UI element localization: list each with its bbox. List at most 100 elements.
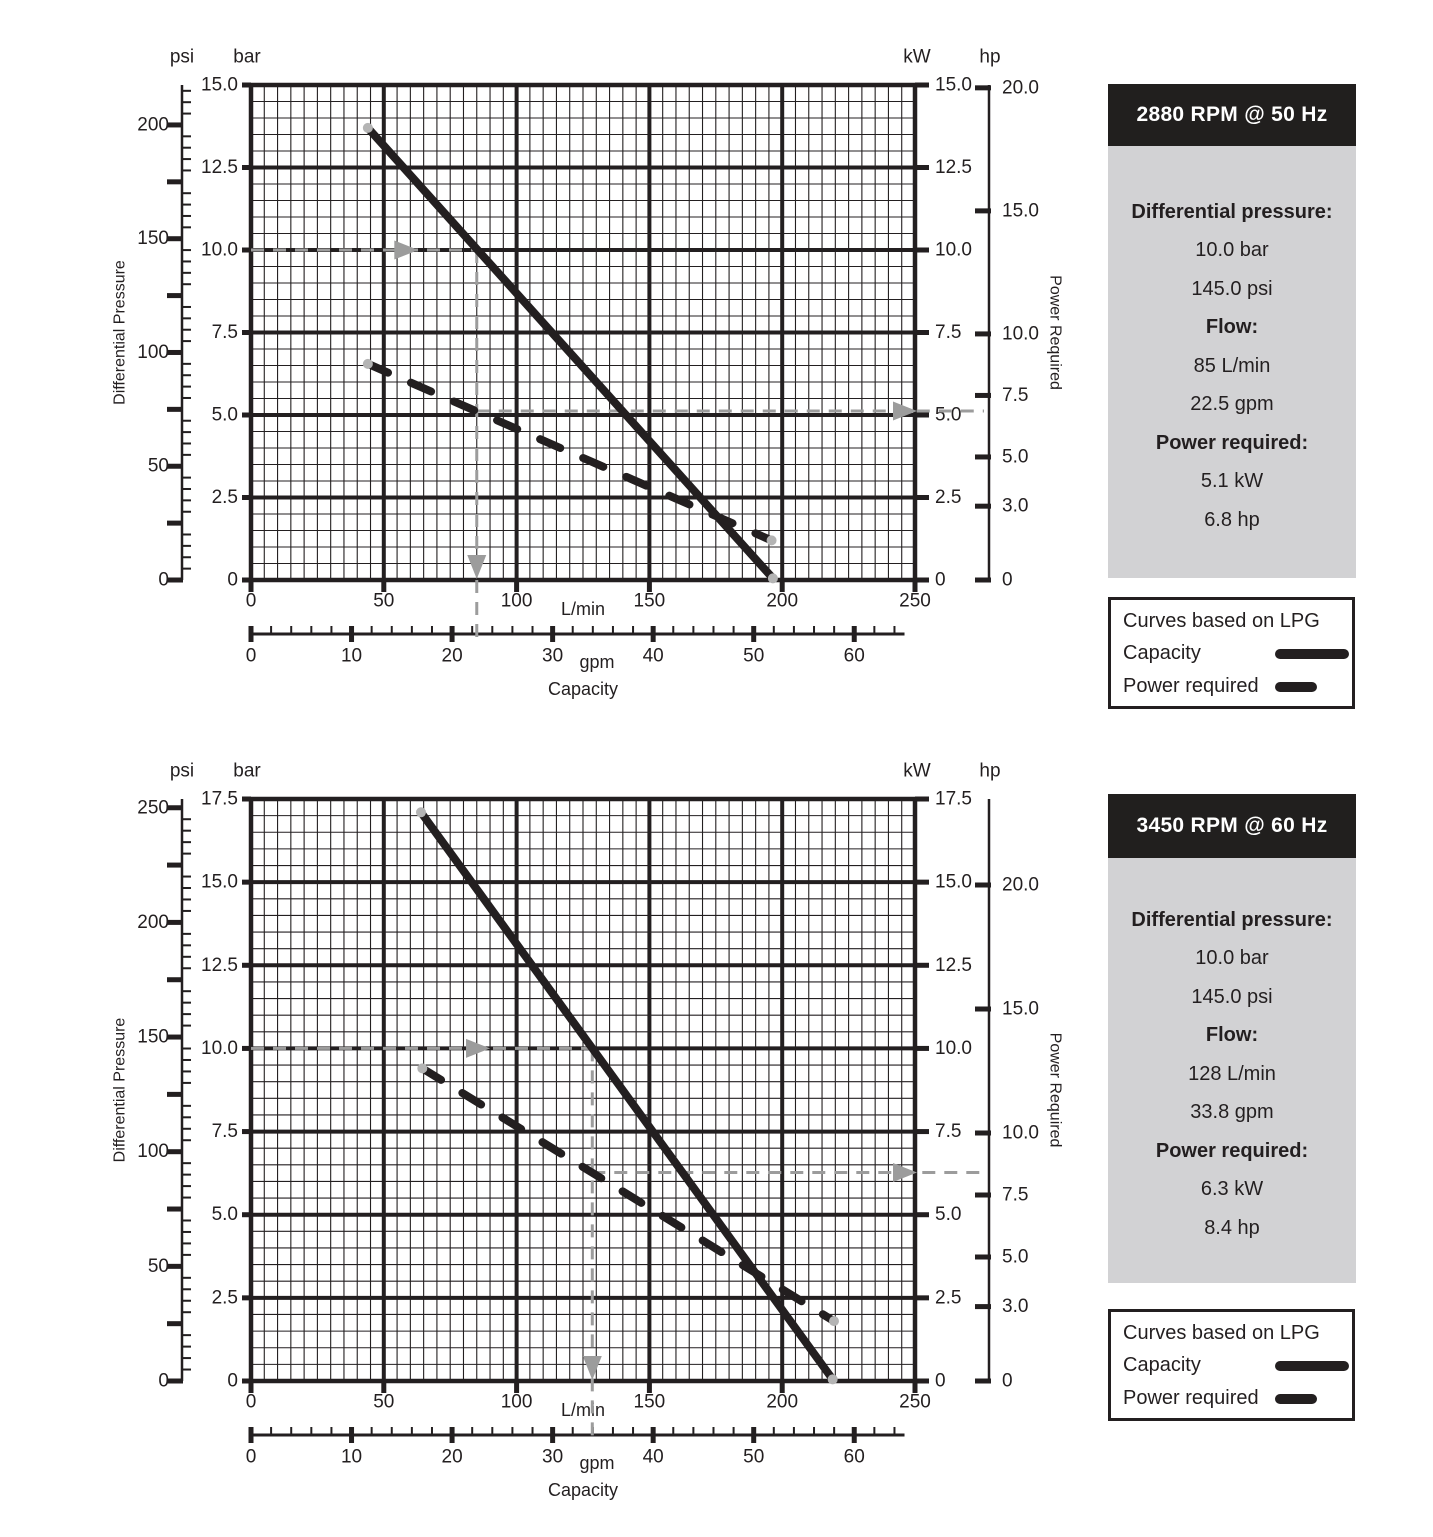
svg-text:10.0: 10.0 (935, 240, 972, 261)
svg-text:17.5: 17.5 (935, 789, 972, 810)
svg-text:L/min: L/min (561, 1400, 605, 1420)
info-panel-title: 2880 RPM @ 50 Hz (1108, 84, 1356, 146)
svg-text:10.0: 10.0 (1002, 323, 1039, 344)
svg-text:20.0: 20.0 (1002, 875, 1039, 896)
info-row: 6.3 kW (1200, 1178, 1264, 1201)
svg-text:0: 0 (935, 1371, 946, 1392)
svg-text:50: 50 (148, 456, 169, 477)
axis-unit-labels: psi bar kW hp (170, 47, 1001, 68)
svg-text:7.5: 7.5 (935, 322, 961, 343)
svg-text:7.5: 7.5 (1002, 1185, 1028, 1206)
svg-text:20.0: 20.0 (1002, 77, 1039, 98)
info-row: Differential pressure: (1131, 200, 1333, 223)
legend-item-power: Power required (1123, 1382, 1352, 1415)
svg-text:Power Required: Power Required (1047, 1033, 1064, 1148)
svg-text:2.5: 2.5 (212, 487, 238, 508)
legend-60hz: Curves based on LPG Capacity Power requi… (1108, 1309, 1355, 1421)
svg-text:5.0: 5.0 (935, 1204, 961, 1225)
svg-text:12.5: 12.5 (201, 157, 238, 178)
svg-text:50: 50 (373, 1392, 394, 1413)
kw-axis: 0 2.5 5.0 7.5 10.0 12.5 15.0 (915, 75, 972, 591)
svg-text:0: 0 (158, 570, 169, 591)
psi-axis: 0 50 100 150 200 (137, 85, 191, 591)
legend-label: Power required (1123, 1387, 1259, 1409)
legend-item-power: Power required (1123, 670, 1352, 703)
svg-text:5.0: 5.0 (212, 405, 238, 426)
svg-text:gpm: gpm (579, 652, 614, 672)
info-panel-50hz: 2880 RPM @ 50 Hz Differential pressure: … (1108, 84, 1356, 578)
svg-text:40: 40 (643, 646, 664, 667)
svg-text:200: 200 (137, 114, 169, 135)
svg-text:7.5: 7.5 (212, 322, 238, 343)
svg-text:30: 30 (542, 1447, 563, 1468)
legend-item-capacity: Capacity (1123, 637, 1352, 670)
svg-text:0: 0 (246, 1392, 257, 1413)
info-row: 6.8 hp (1204, 508, 1260, 531)
svg-text:2.5: 2.5 (935, 487, 961, 508)
info-row: Differential pressure: (1131, 908, 1333, 931)
svg-text:3.0: 3.0 (1002, 1296, 1028, 1317)
svg-text:hp: hp (979, 47, 1000, 68)
psi-axis: 0 50 100 150 200 250 (137, 797, 191, 1392)
svg-text:60: 60 (844, 646, 865, 667)
svg-text:15.0: 15.0 (1002, 999, 1039, 1020)
svg-text:hp: hp (979, 761, 1000, 782)
svg-text:15.0: 15.0 (935, 75, 972, 96)
chart-3450rpm-60hz: 0 2.5 5.0 7.5 10.0 12.5 15.0 17.5 0 2.5 5.0 7.5 10.0… (112, 761, 1064, 1501)
legend-label: Capacity (1123, 1354, 1201, 1376)
svg-text:20: 20 (442, 646, 463, 667)
svg-text:150: 150 (634, 591, 666, 612)
chart-2880rpm-50hz: 0 2.5 5.0 7.5 10.0 12.5 15.0 0 2.5 5.0 7.5 10.0 12.5… (112, 47, 1064, 700)
info-panel-title: 3450 RPM @ 60 Hz (1108, 794, 1356, 858)
svg-text:10.0: 10.0 (1002, 1123, 1039, 1144)
svg-text:0: 0 (158, 1371, 169, 1392)
legend-title: Curves based on LPG (1123, 1322, 1320, 1344)
info-row: 145.0 psi (1191, 985, 1273, 1008)
svg-text:250: 250 (899, 1392, 931, 1413)
hp-axis: 0 3.0 5.0 7.5 10.0 15.0 20.0 (975, 77, 1039, 591)
info-row: Flow: (1205, 316, 1259, 339)
grid (248, 82, 918, 583)
svg-text:50: 50 (373, 591, 394, 612)
flow-guide-arrow (582, 1048, 602, 1440)
svg-text:Power Required: Power Required (1047, 275, 1064, 390)
svg-text:150: 150 (137, 1027, 169, 1048)
svg-text:20: 20 (442, 1447, 463, 1468)
svg-text:200: 200 (137, 912, 169, 933)
capacity-line-swatch (1275, 1360, 1349, 1371)
svg-text:Differential Pressure: Differential Pressure (112, 260, 129, 405)
info-row: 145.0 psi (1191, 277, 1273, 300)
power-guide-arrow (592, 1162, 984, 1182)
svg-text:10.0: 10.0 (201, 1038, 238, 1059)
hp-axis: 0 3.0 5.0 7.5 10.0 15.0 20.0 (975, 799, 1039, 1392)
svg-text:12.5: 12.5 (201, 955, 238, 976)
svg-text:0: 0 (1002, 570, 1013, 591)
svg-text:Capacity: Capacity (548, 679, 618, 699)
svg-text:7.5: 7.5 (212, 1121, 238, 1142)
svg-text:10: 10 (341, 1447, 362, 1468)
axis-titles: Differential Pressure Power Required (112, 260, 1064, 405)
svg-text:0: 0 (246, 646, 257, 667)
info-row: 22.5 gpm (1190, 393, 1274, 416)
svg-text:5.0: 5.0 (935, 405, 961, 426)
svg-text:L/min: L/min (561, 599, 605, 619)
svg-text:15.0: 15.0 (201, 75, 238, 96)
power-guide-arrow (476, 401, 984, 421)
info-row: Power required: (1155, 431, 1309, 454)
svg-text:50: 50 (743, 646, 764, 667)
svg-text:60: 60 (844, 1447, 865, 1468)
axis-unit-labels: psi bar kW hp (170, 761, 1001, 782)
svg-text:0: 0 (227, 1371, 238, 1392)
svg-text:250: 250 (137, 797, 169, 818)
svg-text:100: 100 (501, 591, 533, 612)
legend-item-capacity: Capacity (1123, 1349, 1352, 1382)
bar-axis: 0 2.5 5.0 7.5 10.0 12.5 15.0 (201, 75, 251, 591)
power-required-curve (417, 1063, 839, 1327)
svg-text:0: 0 (1002, 1371, 1013, 1392)
svg-text:30: 30 (542, 646, 563, 667)
svg-text:15.0: 15.0 (935, 872, 972, 893)
power-required-curve (362, 358, 777, 546)
capacity-curve (415, 807, 838, 1385)
